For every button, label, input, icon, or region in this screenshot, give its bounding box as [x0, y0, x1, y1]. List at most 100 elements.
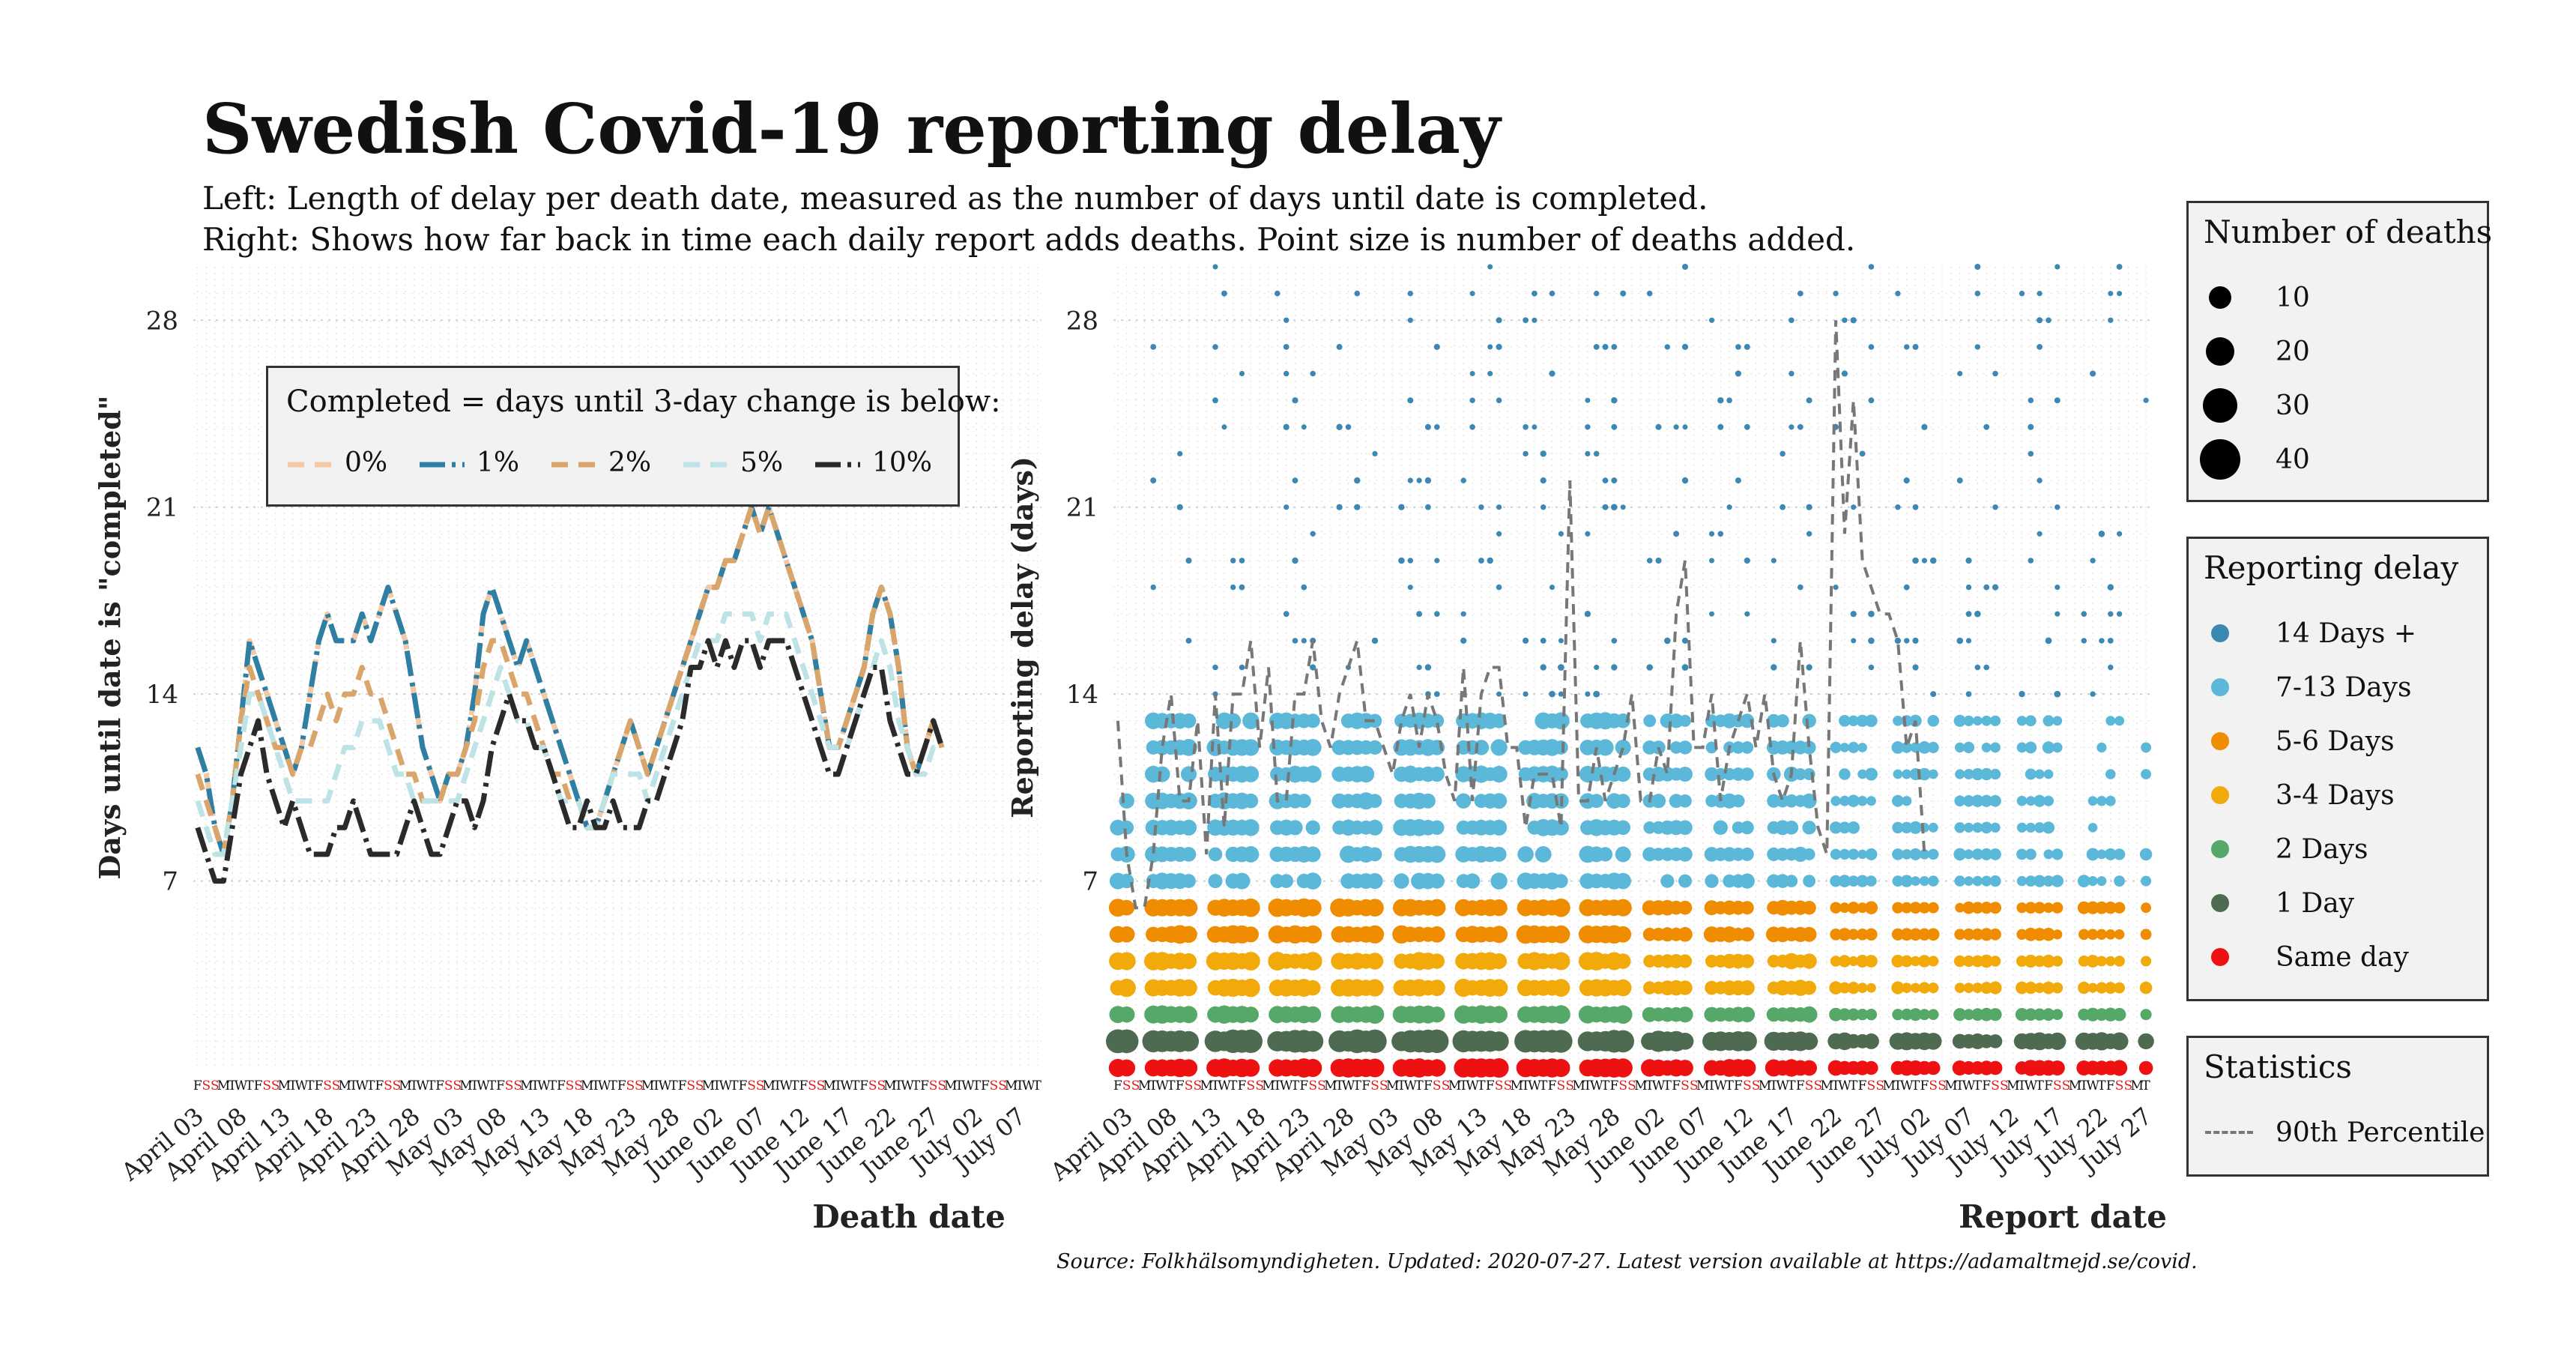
statistics-legend-title: Statistics: [2204, 1048, 2352, 1085]
data-point: [1851, 638, 1857, 644]
weekday-letter: S: [1495, 1078, 1504, 1093]
data-point: [2043, 902, 2054, 914]
data-point: [2114, 956, 2125, 967]
data-point: [1900, 1008, 1913, 1021]
weekday-letter: S: [929, 1078, 938, 1093]
series-line-3: [195, 611, 943, 857]
data-point: [1732, 794, 1745, 808]
weekday-letter: S: [877, 1078, 886, 1093]
data-point: [1614, 899, 1632, 917]
data-point: [1540, 638, 1546, 644]
data-point: [1615, 766, 1631, 782]
data-point: [2037, 317, 2043, 324]
data-point: [1792, 846, 1808, 862]
data-point: [2139, 981, 2153, 995]
completion-legend-label: 5%: [740, 447, 784, 478]
data-point: [1868, 344, 1875, 350]
data-point: [1903, 584, 1910, 591]
data-point: [1909, 1008, 1922, 1021]
data-point: [2141, 742, 2152, 753]
weekday-letter: M: [217, 1078, 230, 1093]
data-point: [1981, 715, 1992, 726]
weekday-letter: T: [1397, 1078, 1406, 1093]
data-point: [1780, 450, 1786, 457]
weekday-letter: S: [1565, 1078, 1574, 1093]
data-point: [1469, 291, 1475, 297]
data-point: [2090, 558, 2096, 564]
data-point: [1865, 714, 1878, 728]
delay-legend-label: Same day: [2276, 942, 2409, 973]
data-point: [1965, 691, 1972, 697]
data-point: [1904, 344, 1910, 350]
weekday-letter: S: [332, 1078, 341, 1093]
data-point: [1284, 504, 1289, 510]
data-point: [1460, 637, 1467, 645]
weekday-letter: T: [306, 1078, 315, 1093]
data-point: [2108, 664, 2114, 671]
data-point: [1611, 477, 1618, 484]
data-point: [1954, 822, 1965, 833]
data-point: [1230, 584, 1236, 591]
data-point: [1833, 290, 1839, 297]
data-point: [2140, 929, 2152, 941]
data-point: [1988, 1060, 2003, 1075]
data-point: [1956, 637, 1963, 645]
data-point: [1460, 477, 1466, 483]
data-point: [2034, 769, 2045, 779]
data-point: [1646, 558, 1653, 564]
weekday-letter: S: [1814, 1078, 1823, 1093]
data-point: [1242, 819, 1260, 836]
data-point: [2037, 344, 2043, 350]
data-point: [1611, 638, 1618, 644]
weekday-letter: S: [1929, 1078, 1938, 1093]
data-point: [1496, 343, 1502, 350]
y-tick-label: 7: [162, 867, 178, 897]
data-point: [1953, 848, 1966, 861]
data-point: [1990, 742, 2001, 753]
data-point: [1965, 638, 1972, 644]
data-point: [1664, 344, 1670, 350]
data-point: [1490, 926, 1508, 944]
data-point: [1744, 557, 1750, 564]
data-point: [1367, 740, 1382, 755]
data-point: [1673, 424, 1679, 430]
data-point: [1926, 928, 1940, 941]
data-point: [1292, 638, 1298, 644]
data-point: [1365, 1005, 1385, 1024]
data-point: [1553, 767, 1568, 782]
data-point: [1425, 504, 1431, 510]
weekday-letter: S: [1938, 1078, 1947, 1093]
weekday-letter: T: [1770, 1078, 1779, 1093]
data-point: [1806, 397, 1812, 404]
weekday-letter: M: [459, 1078, 472, 1093]
delay-legend-item: Same day: [2189, 936, 2487, 978]
data-point: [2141, 956, 2152, 967]
data-point: [2034, 983, 2046, 994]
data-point: [1902, 769, 1912, 779]
data-point: [1857, 983, 1868, 993]
data-point: [1643, 714, 1657, 728]
data-point: [1540, 450, 1546, 457]
data-point: [1850, 317, 1857, 324]
weekday-letter: W: [598, 1078, 611, 1093]
weekday-letter: M: [944, 1078, 957, 1093]
data-point: [2143, 397, 2149, 403]
data-point: [1673, 531, 1680, 537]
weekday-letter: S: [513, 1078, 522, 1093]
data-point: [1242, 952, 1260, 971]
data-point: [1830, 875, 1842, 887]
data-point: [1602, 343, 1609, 350]
weekday-letter: T: [1787, 1078, 1796, 1093]
data-point: [1910, 956, 1921, 967]
data-point: [1802, 713, 1816, 728]
weekday-letter: W: [416, 1078, 429, 1093]
data-point: [1614, 979, 1632, 997]
data-point: [1848, 956, 1859, 967]
data-point: [1593, 344, 1600, 350]
data-point: [1677, 1007, 1693, 1023]
data-point: [1585, 531, 1591, 537]
data-point: [1584, 611, 1591, 618]
weekday-letter: W: [537, 1078, 551, 1093]
data-point: [1541, 504, 1546, 510]
